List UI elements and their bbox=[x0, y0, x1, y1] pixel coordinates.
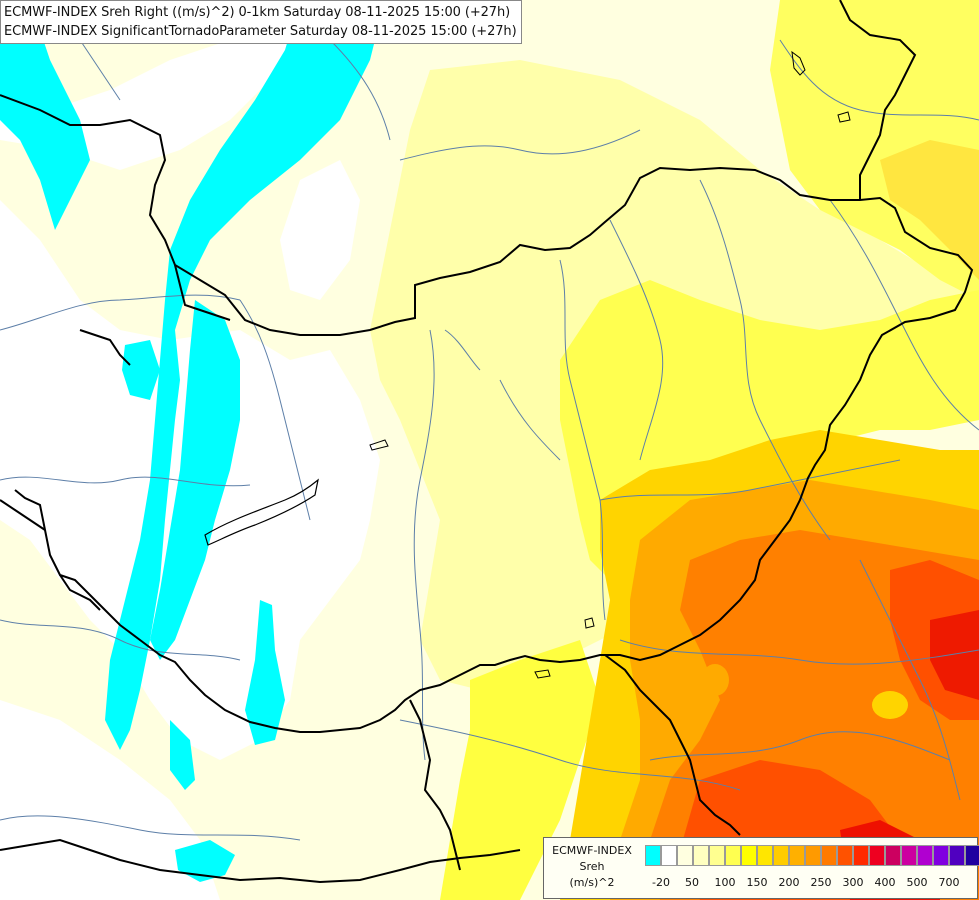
field-white-south bbox=[0, 700, 220, 900]
rivers bbox=[0, 9, 979, 841]
legend-swatch-12 bbox=[837, 845, 853, 866]
field-cyan-north bbox=[105, 0, 385, 750]
legend-swatch-15 bbox=[885, 845, 901, 866]
legend-source: ECMWF-INDEX bbox=[552, 844, 632, 857]
field-yellow-south bbox=[440, 640, 600, 900]
legend-tick-8: 500 bbox=[906, 876, 928, 889]
lake-balaton bbox=[204, 478, 319, 546]
legend-swatch-1 bbox=[661, 845, 677, 866]
field-cyan-bottom bbox=[175, 840, 235, 882]
title-line-2: ECMWF-INDEX SignificantTornadoParameter … bbox=[4, 24, 517, 39]
legend-swatch-19 bbox=[949, 845, 965, 866]
field-cyan-small bbox=[122, 340, 160, 400]
legend-tick-1: 50 bbox=[685, 876, 699, 889]
field-gold-northeast bbox=[880, 140, 979, 280]
lake-outline-ne bbox=[791, 50, 806, 76]
legend-swatch-10 bbox=[805, 845, 821, 866]
legend-tick-4: 200 bbox=[778, 876, 800, 889]
legend-swatch-3 bbox=[693, 845, 709, 866]
legend-tick-0: -20 bbox=[652, 876, 670, 889]
legend-tick-9: 700 bbox=[938, 876, 960, 889]
legend-swatches bbox=[645, 845, 979, 866]
country-borders bbox=[0, 0, 974, 884]
map-title-box: ECMWF-INDEX Sreh Right ((m/s)^2) 0-1km S… bbox=[0, 0, 522, 44]
title-line-1: ECMWF-INDEX Sreh Right ((m/s)^2) 0-1km S… bbox=[4, 5, 511, 20]
legend-swatch-5 bbox=[725, 845, 741, 866]
legend-swatch-2 bbox=[677, 845, 693, 866]
legend-swatch-16 bbox=[901, 845, 917, 866]
legend-swatch-17 bbox=[917, 845, 933, 866]
legend-swatch-9 bbox=[789, 845, 805, 866]
lake-outline-ne2 bbox=[837, 111, 851, 123]
legend-swatch-6 bbox=[741, 845, 757, 866]
legend-unit: (m/s)^2 bbox=[569, 876, 615, 889]
color-legend: ECMWF-INDEX Sreh (m/s)^2 -20 50 100 150 200 2… bbox=[543, 837, 979, 899]
legend-tick-2: 100 bbox=[714, 876, 736, 889]
legend-tick-6: 300 bbox=[842, 876, 864, 889]
legend-swatch-20 bbox=[965, 845, 979, 866]
legend-swatch-18 bbox=[933, 845, 949, 866]
legend-swatch-0 bbox=[645, 845, 661, 866]
legend-swatch-13 bbox=[853, 845, 869, 866]
legend-variable: Sreh bbox=[579, 860, 605, 873]
legend-tick-7: 400 bbox=[874, 876, 896, 889]
field-cyan-mid bbox=[150, 300, 240, 660]
field-cyan-drop bbox=[170, 720, 195, 790]
field-yellow-hole bbox=[872, 691, 908, 719]
field-red-east bbox=[930, 610, 979, 700]
legend-swatch-7 bbox=[757, 845, 773, 866]
legend-swatch-8 bbox=[773, 845, 789, 866]
field-cyan-northwest bbox=[0, 0, 90, 230]
field-orange-ring bbox=[701, 664, 729, 696]
lake-outline-s2 bbox=[584, 617, 595, 629]
field-white-pocket bbox=[280, 160, 360, 300]
legend-swatch-14 bbox=[869, 845, 885, 866]
legend-swatch-11 bbox=[821, 845, 837, 866]
legend-tick-5: 250 bbox=[810, 876, 832, 889]
legend-tick-3: 150 bbox=[746, 876, 768, 889]
field-cyan-lobe bbox=[245, 600, 285, 745]
legend-swatch-4 bbox=[709, 845, 725, 866]
lake-small bbox=[369, 439, 389, 451]
lake-outline-s bbox=[534, 669, 551, 679]
